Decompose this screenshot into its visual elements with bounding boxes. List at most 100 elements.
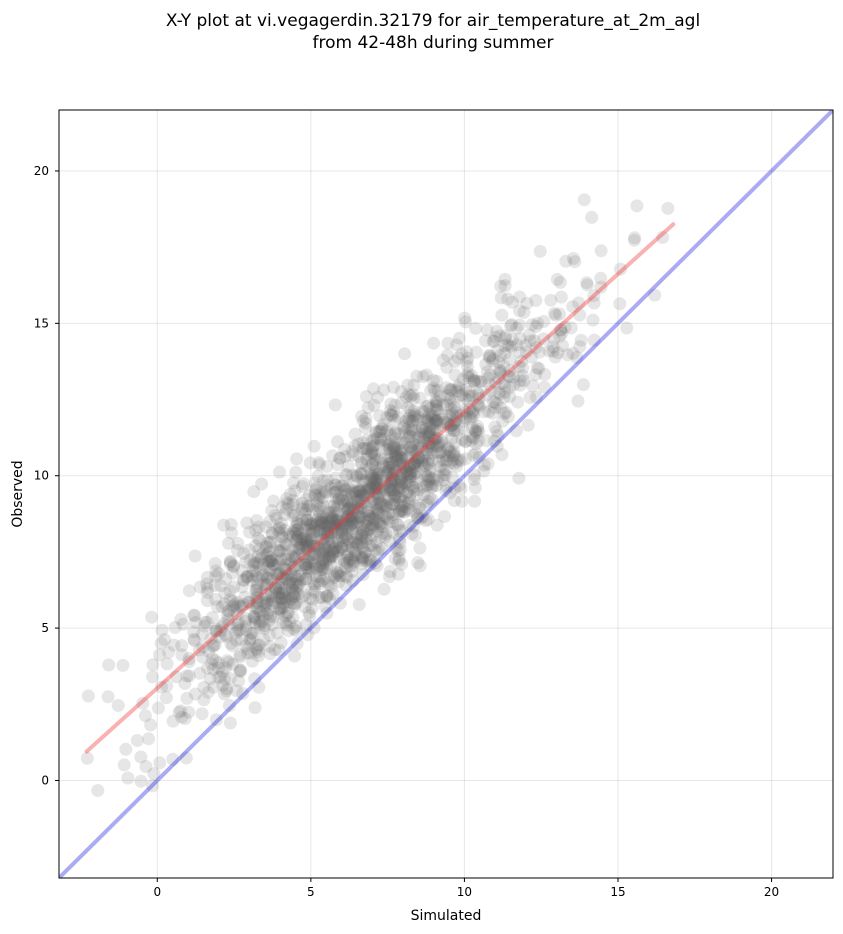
y-tick-label: 5 (41, 621, 49, 635)
scatter-point (446, 408, 459, 421)
scatter-point (530, 361, 544, 375)
scatter-point (368, 482, 382, 496)
scatter-point (323, 544, 337, 558)
scatter-point (397, 504, 411, 518)
scatter-point (334, 564, 348, 578)
scatter-point (356, 467, 370, 481)
scatter-point (347, 513, 361, 527)
scatter-point (337, 556, 351, 570)
scatter-point (323, 516, 336, 530)
scatter-point (300, 541, 314, 555)
scatter-point (389, 447, 403, 461)
scatter-point (358, 421, 372, 435)
scatter-point (134, 750, 148, 764)
scatter-point (499, 406, 513, 419)
scatter-point (403, 414, 417, 428)
scatter-point (426, 446, 440, 460)
scatter-point (471, 398, 485, 412)
scatter-point (286, 550, 299, 563)
scatter-point (303, 456, 317, 470)
scatter-point (233, 623, 247, 637)
scatter-point (368, 449, 381, 462)
scatter-point (252, 649, 266, 663)
scatter-point (401, 420, 415, 434)
scatter-point (241, 570, 255, 583)
scatter-point (313, 545, 327, 559)
scatter-point (356, 539, 370, 553)
scatter-point (594, 271, 608, 285)
scatter-point (315, 574, 329, 588)
scatter-point (248, 701, 262, 715)
scatter-point (198, 615, 212, 629)
scatter-point (354, 466, 368, 480)
scatter-point (278, 523, 292, 537)
scatter-point (425, 409, 439, 423)
scatter-point (371, 505, 385, 519)
scatter-point (490, 397, 504, 411)
scatter-point (321, 473, 334, 487)
scatter-point (389, 541, 403, 555)
scatter-point (368, 453, 382, 467)
scatter-point (357, 486, 371, 500)
scatter-point (290, 580, 304, 594)
scatter-point (299, 513, 313, 527)
scatter-point (276, 570, 290, 584)
scatter-point (412, 435, 426, 449)
scatter-point (347, 503, 360, 517)
scatter-point (273, 538, 287, 552)
scatter-point (420, 498, 434, 511)
scatter-point (381, 449, 395, 463)
scatter-point (252, 543, 266, 557)
scatter-point (188, 549, 202, 563)
scatter-point (264, 587, 278, 601)
scatter-point (499, 329, 513, 343)
scatter-point (428, 416, 442, 430)
scatter-point (327, 486, 341, 499)
scatter-point (206, 652, 219, 666)
scatter-point (325, 513, 338, 527)
scatter-point (313, 518, 327, 532)
scatter-point (408, 457, 422, 471)
scatter-point (147, 767, 161, 781)
scatter-point (380, 442, 394, 456)
scatter-point (333, 451, 347, 465)
scatter-point (525, 318, 539, 332)
scatter-point (271, 523, 285, 537)
scatter-point (317, 532, 331, 546)
scatter-point (403, 461, 417, 475)
scatter-point (460, 405, 473, 419)
scatter-point (447, 395, 461, 409)
x-axis-ticks: 0 5 10 15 20 (153, 878, 779, 899)
scatter-point (490, 324, 504, 338)
scatter-point (272, 586, 286, 600)
scatter-point (210, 600, 224, 614)
scatter-point (296, 480, 309, 494)
scatter-point (330, 545, 344, 559)
scatter-point (196, 650, 210, 664)
scatter-point (292, 547, 306, 561)
scatter-point (381, 492, 395, 506)
scatter-point (334, 479, 348, 493)
scatter-point (444, 444, 458, 458)
scatter-point (353, 510, 367, 523)
scatter-point (282, 497, 296, 511)
scatter-point (447, 445, 461, 459)
scatter-point (155, 623, 169, 637)
scatter-point (555, 326, 569, 340)
scatter-point (448, 400, 462, 414)
scatter-point (572, 296, 586, 310)
scatter-point (259, 588, 273, 602)
scatter-point (445, 407, 459, 421)
scatter-point (337, 499, 351, 513)
scatter-point (327, 542, 341, 556)
scatter-point (313, 458, 326, 472)
scatter-point (408, 412, 422, 425)
scatter-point (305, 517, 319, 531)
scatter-point (471, 419, 485, 433)
scatter-point (274, 591, 288, 605)
scatter-point (247, 555, 261, 569)
scatter-point (303, 535, 317, 549)
scatter-point (316, 559, 330, 573)
scatter-point (374, 517, 388, 531)
scatter-point (287, 622, 301, 636)
